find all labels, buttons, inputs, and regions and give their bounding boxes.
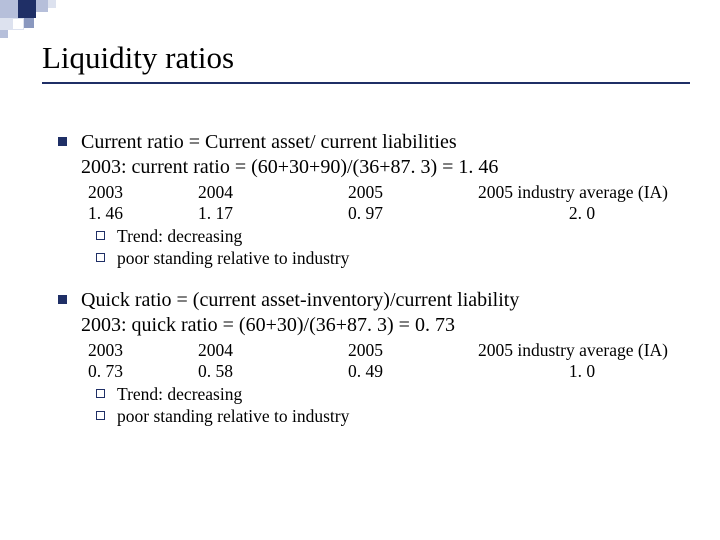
table-cell: 0. 73 <box>88 361 198 382</box>
table-cell: 0. 97 <box>348 203 478 224</box>
table-cell: 1. 46 <box>88 203 198 224</box>
sub-bullet-text: poor standing relative to industry <box>117 248 349 270</box>
sub-bullet-text: Trend: decreasing <box>117 226 242 248</box>
heading-line2: 2003: quick ratio = (60+30)/(36+87. 3) =… <box>81 314 455 336</box>
data-table: 2003 2004 2005 2005 industry average (IA… <box>88 340 690 382</box>
bullet-text: Current ratio = Current asset/ current l… <box>81 130 498 180</box>
square-bullet-icon <box>58 137 67 146</box>
hollow-square-icon <box>96 231 105 240</box>
sub-bullet-item: poor standing relative to industry <box>96 406 690 428</box>
slide-title: Liquidity ratios <box>42 40 690 82</box>
bullet-item: Current ratio = Current asset/ current l… <box>58 130 690 180</box>
corner-decoration <box>0 0 120 40</box>
content-area: Current ratio = Current asset/ current l… <box>58 130 690 446</box>
heading-line1: Current ratio = Current asset/ current l… <box>81 131 457 153</box>
table-header: 2004 <box>198 340 348 361</box>
title-area: Liquidity ratios <box>42 40 690 84</box>
data-table: 2003 2004 2005 2005 industry average (IA… <box>88 182 690 224</box>
table-row: 1. 46 1. 17 0. 97 2. 0 <box>88 203 690 224</box>
sub-bullet-text: Trend: decreasing <box>117 384 242 406</box>
section-detail: 2003 2004 2005 2005 industry average (IA… <box>88 182 690 270</box>
hollow-square-icon <box>96 411 105 420</box>
sub-bullet-text: poor standing relative to industry <box>117 406 349 428</box>
bullet-item: Quick ratio = (current asset-inventory)/… <box>58 288 690 338</box>
table-row: 2003 2004 2005 2005 industry average (IA… <box>88 340 690 361</box>
sub-bullet-item: Trend: decreasing <box>96 384 690 406</box>
hollow-square-icon <box>96 389 105 398</box>
table-header: 2004 <box>198 182 348 203</box>
heading-line2: 2003: current ratio = (60+30+90)/(36+87.… <box>81 156 498 178</box>
table-header: 2005 <box>348 340 478 361</box>
bullet-text: Quick ratio = (current asset-inventory)/… <box>81 288 519 338</box>
section-current-ratio: Current ratio = Current asset/ current l… <box>58 130 690 270</box>
table-header: 2005 <box>348 182 478 203</box>
section-detail: 2003 2004 2005 2005 industry average (IA… <box>88 340 690 428</box>
table-header: 2005 industry average (IA) <box>478 340 690 361</box>
sub-bullet-item: poor standing relative to industry <box>96 248 690 270</box>
table-row: 2003 2004 2005 2005 industry average (IA… <box>88 182 690 203</box>
table-cell: 1. 17 <box>198 203 348 224</box>
hollow-square-icon <box>96 253 105 262</box>
section-quick-ratio: Quick ratio = (current asset-inventory)/… <box>58 288 690 428</box>
square-bullet-icon <box>58 295 67 304</box>
table-header: 2005 industry average (IA) <box>478 182 690 203</box>
table-header: 2003 <box>88 340 198 361</box>
table-cell: 0. 49 <box>348 361 478 382</box>
table-row: 0. 73 0. 58 0. 49 1. 0 <box>88 361 690 382</box>
sub-bullet-item: Trend: decreasing <box>96 226 690 248</box>
heading-line1: Quick ratio = (current asset-inventory)/… <box>81 289 519 311</box>
title-underline <box>42 82 690 84</box>
table-cell: 1. 0 <box>478 361 690 382</box>
table-cell: 0. 58 <box>198 361 348 382</box>
table-header: 2003 <box>88 182 198 203</box>
table-cell: 2. 0 <box>478 203 690 224</box>
